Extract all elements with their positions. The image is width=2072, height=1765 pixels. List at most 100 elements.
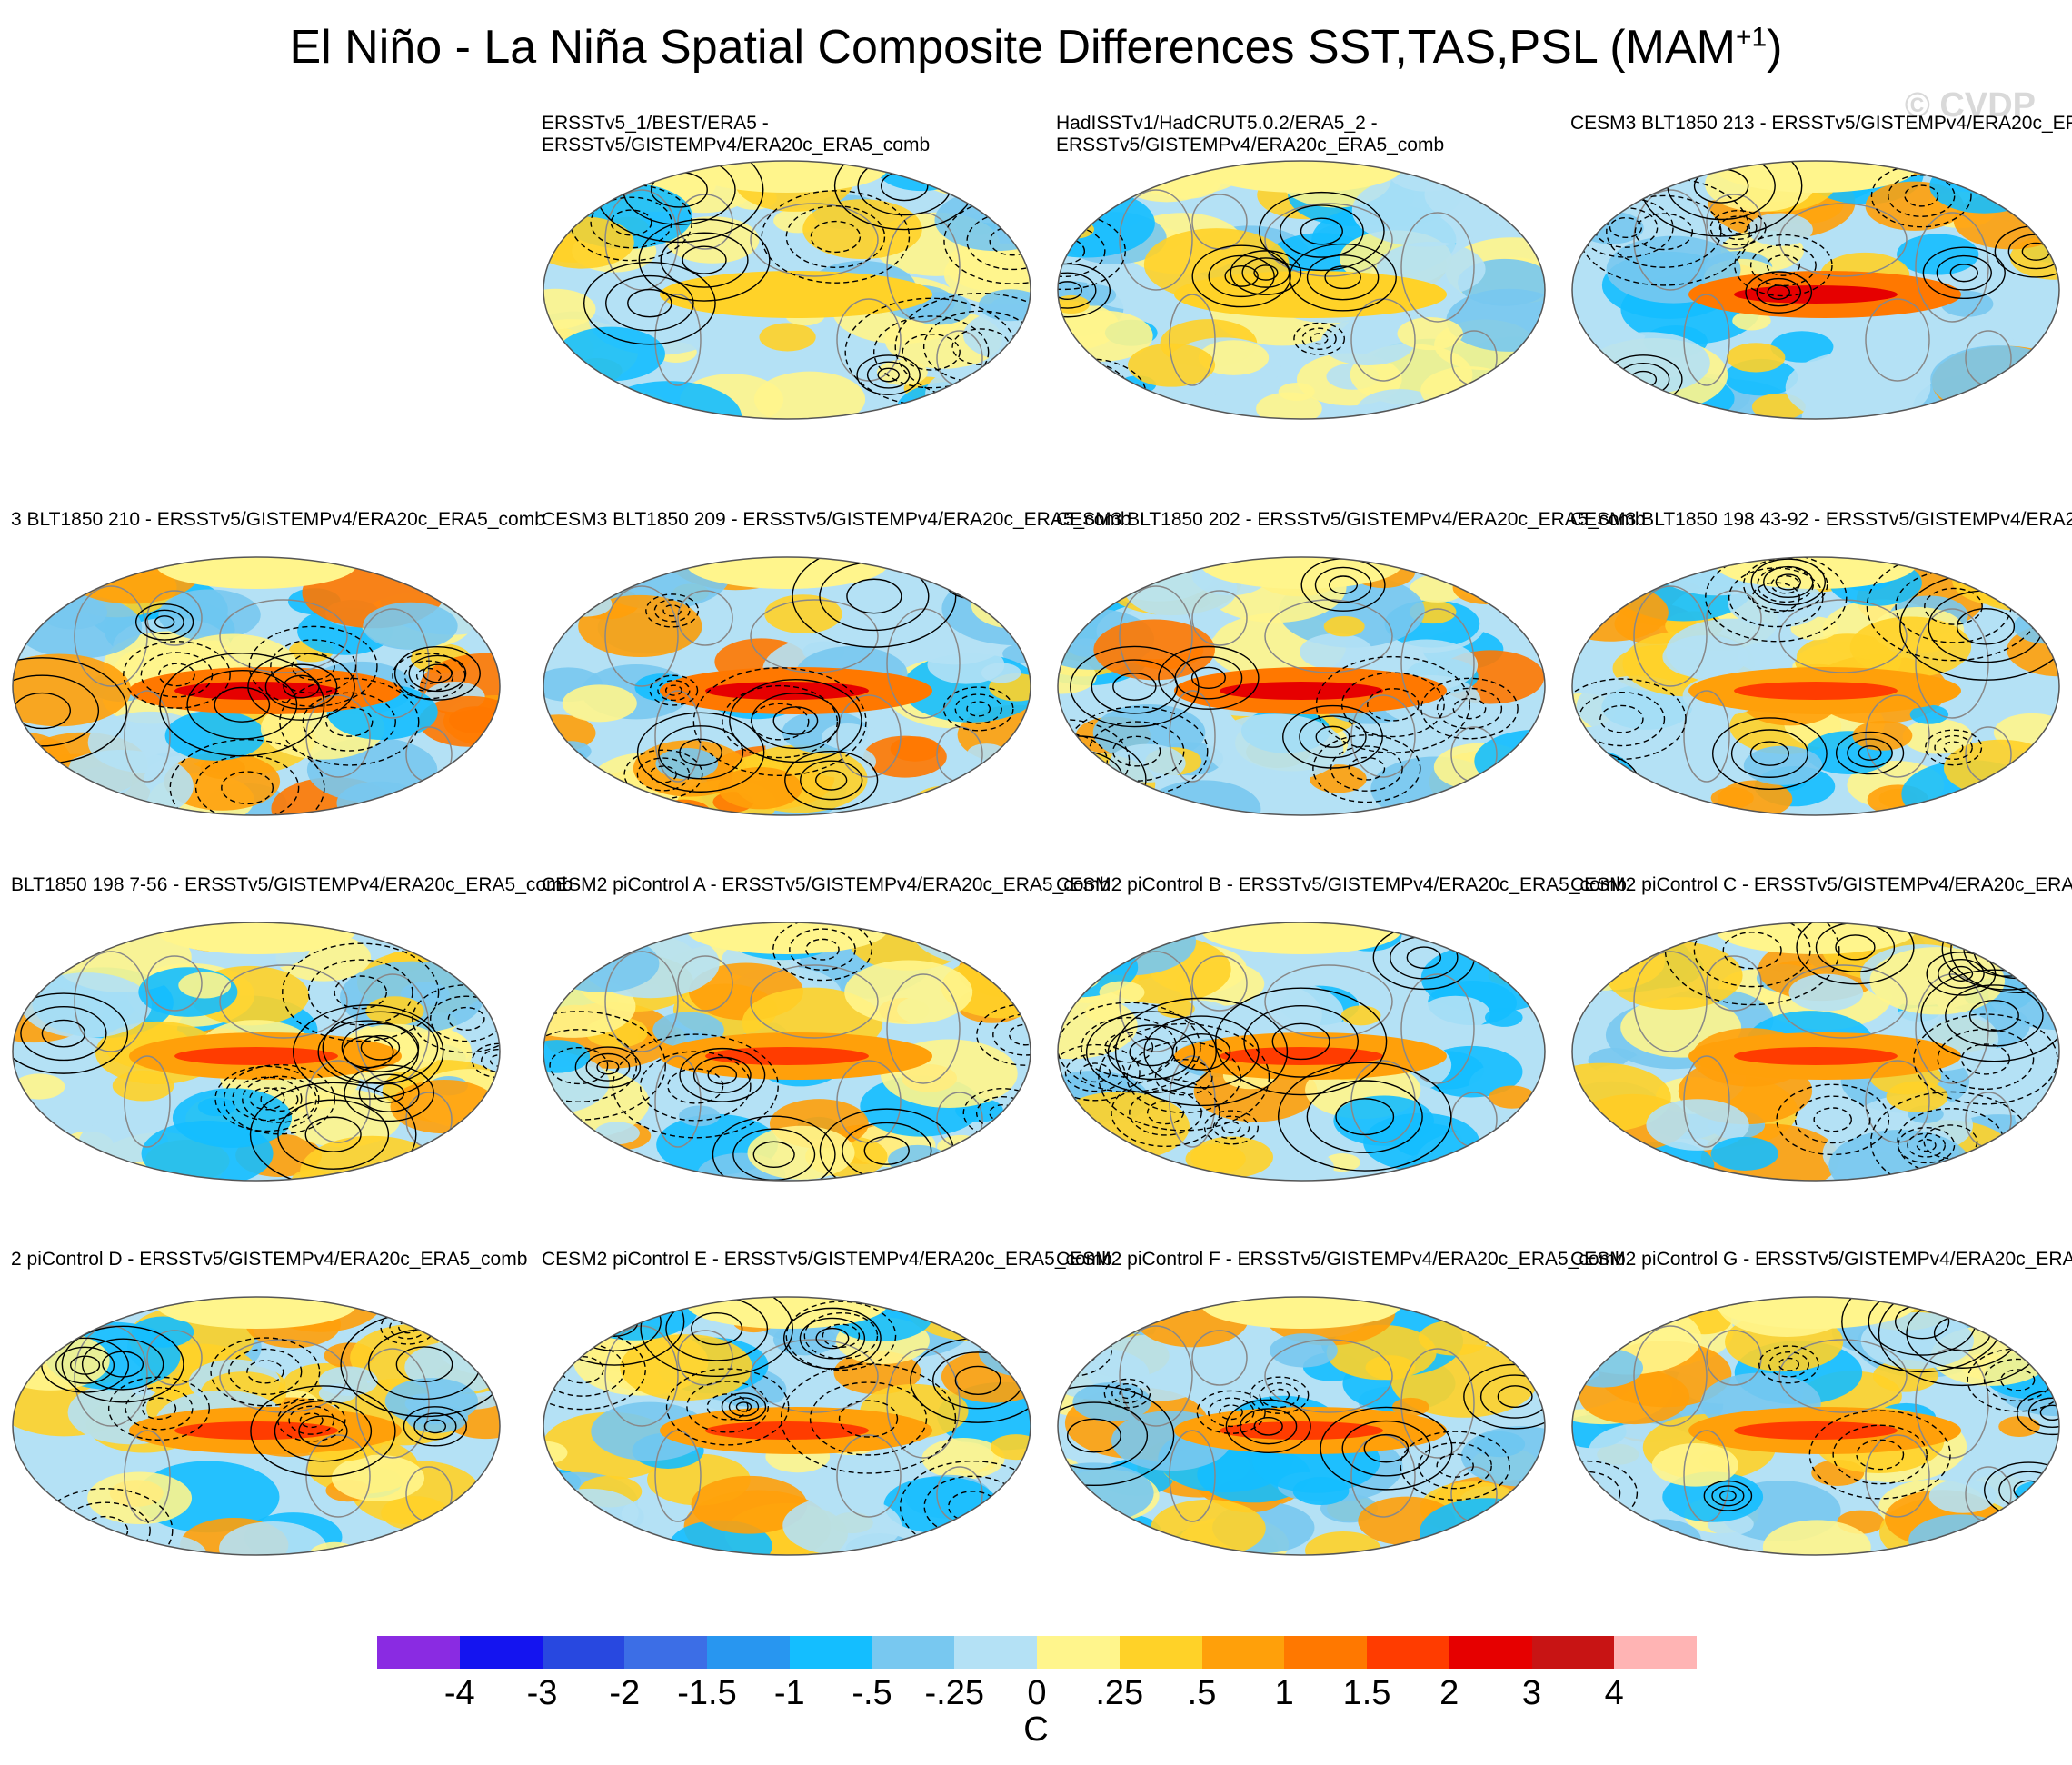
psl-contour: [856, 354, 921, 395]
psl-contour: [664, 684, 682, 696]
coastline: [1706, 590, 1762, 646]
arctic-region: [156, 557, 356, 589]
title-close: ): [1767, 21, 1783, 74]
colorbar-tick: -1: [773, 1674, 805, 1712]
psl-contour: [822, 1323, 861, 1348]
psl-contour: [55, 1346, 115, 1384]
anomaly-patch: [1502, 1500, 1545, 1525]
psl-contour: [81, 1338, 164, 1391]
psl-contour: [1749, 741, 1789, 766]
psl-contour: [1452, 697, 1487, 720]
anomaly-patch: [1732, 311, 1771, 331]
psl-contour: [877, 367, 900, 383]
coastline: [1778, 1339, 1908, 1413]
psl-contour: [596, 1060, 620, 1075]
psl-contour: [1599, 704, 1644, 733]
colorbar-swatch: [789, 1636, 872, 1669]
psl-contour: [1058, 1322, 1113, 1378]
anomaly-patch: [13, 1115, 64, 1142]
anomaly-patch: [1573, 184, 1614, 205]
anomaly-patch: [1300, 633, 1373, 671]
psl-contour: [1719, 1490, 1737, 1501]
coastline: [1683, 690, 1730, 783]
psl-contour: [1400, 1431, 1510, 1501]
anomaly-patch: [753, 371, 866, 419]
psl-contour: [1009, 1023, 1031, 1046]
anomaly-patch: [197, 1097, 235, 1117]
psl-contour: [1923, 1124, 1978, 1160]
anomaly-patch: [1128, 343, 1216, 387]
psl-contour: [2000, 1369, 2036, 1391]
anomaly-patch: [384, 1378, 479, 1425]
psl-contour: [154, 615, 175, 629]
psl-contour: [291, 652, 335, 681]
coastline: [1169, 690, 1216, 783]
psl-contour: [1711, 717, 1828, 791]
enso-core: [1734, 682, 1898, 700]
coastline: [1865, 298, 1930, 382]
coastline: [1633, 585, 1708, 687]
psl-contour: [636, 712, 765, 793]
psl-contour: [1572, 762, 1623, 808]
psl-contour: [270, 639, 357, 694]
panel-title: HadISSTv1/HadCRUT5.0.2/ERA5_2 - ERSSTv5/…: [1056, 113, 1445, 155]
anomaly-patch: [1452, 571, 1520, 605]
psl-contour: [1243, 1005, 1359, 1078]
psl-contour: [1768, 1351, 1809, 1378]
world-map: [543, 160, 1031, 420]
anomaly-patch: [844, 960, 973, 1025]
world-map: [1057, 1296, 1546, 1556]
anomaly-patch: [1058, 365, 1109, 415]
anomaly-patch: [1058, 1297, 1133, 1331]
coastline: [1683, 1055, 1730, 1148]
anomaly-patch: [566, 1506, 606, 1526]
psl-contour: [232, 1076, 303, 1122]
psl-contour: [692, 667, 867, 777]
psl-contour: [1091, 659, 1179, 714]
coastline: [219, 599, 348, 673]
psl-contour: [1436, 687, 1503, 730]
anomaly-patch: [331, 1454, 425, 1501]
colorbar-swatch: [872, 1636, 955, 1669]
psl-contour: [1420, 677, 1519, 740]
psl-contour: [1775, 573, 1801, 591]
psl-contour: [186, 669, 298, 740]
colorbar-tick: 3: [1521, 1674, 1542, 1712]
psl-contour: [1277, 1062, 1452, 1172]
coastline: [1633, 1325, 1708, 1427]
anomaly-patch: [1785, 351, 1931, 419]
psl-contour: [966, 701, 991, 717]
psl-contour: [1513, 204, 1530, 215]
anomaly-patch: [1323, 615, 1365, 637]
anomaly-patch: [1058, 601, 1086, 629]
psl-contour: [250, 1385, 396, 1478]
psl-contour: [1279, 204, 1364, 258]
anomaly-patch: [759, 323, 816, 352]
psl-contour: [1119, 1388, 1136, 1400]
anomaly-patch: [964, 1142, 1031, 1181]
anomaly-patch: [877, 359, 928, 385]
anomaly-patch: [1397, 316, 1463, 351]
coastline: [1915, 212, 1989, 323]
psl-contour: [1310, 333, 1329, 345]
anomaly-patch: [972, 557, 1031, 583]
panel-title: CESM3 BLT1850 198 43-92 - ERSSTv5/GISTEM…: [1570, 509, 2072, 530]
coastline: [750, 964, 879, 1039]
anomaly-patch: [13, 1139, 76, 1174]
psl-contour: [1253, 264, 1279, 281]
coastline: [355, 608, 430, 719]
psl-contour: [403, 1406, 467, 1447]
anomaly-patch: [219, 1521, 327, 1555]
anomaly-patch: [1007, 773, 1031, 793]
anomaly-patch: [948, 245, 1001, 273]
anomaly-patch: [13, 557, 84, 600]
psl-contour: [682, 245, 727, 274]
psl-contour: [1208, 254, 1275, 298]
psl-contour: [1067, 1418, 1121, 1453]
anomaly-patch: [1909, 704, 1949, 724]
world-map: [12, 1296, 501, 1556]
colorbar-tick: 2: [1439, 1674, 1459, 1712]
colorbar-unit: C: [1023, 1710, 1049, 1749]
anomaly-patch: [1083, 1539, 1148, 1555]
psl-contour: [1340, 672, 1445, 738]
